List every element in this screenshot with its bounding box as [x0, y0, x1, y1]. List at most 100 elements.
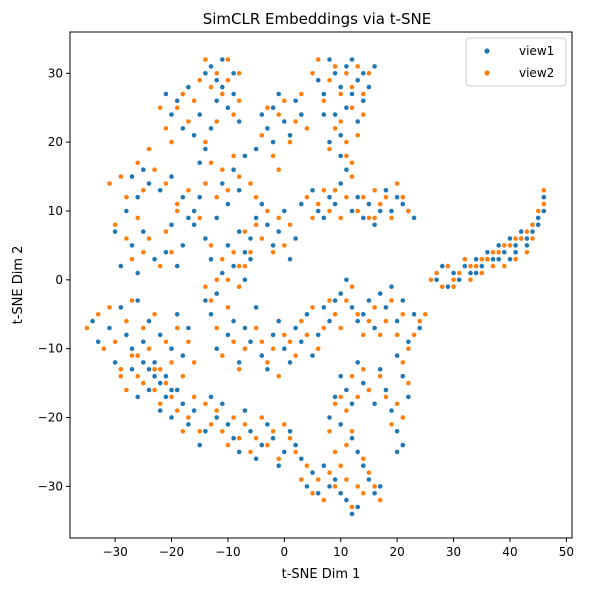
view1-point — [338, 422, 344, 427]
view2-point — [456, 270, 462, 276]
view1-point — [293, 236, 298, 241]
view2-point — [236, 174, 242, 179]
view2-point — [163, 339, 169, 345]
view1-point — [361, 215, 366, 221]
view2-point — [349, 105, 355, 110]
view1-point — [253, 215, 259, 221]
view1-point — [180, 401, 186, 407]
view2-point — [191, 98, 197, 104]
view1-point — [186, 325, 191, 331]
view1-point — [473, 270, 479, 276]
view2-point — [157, 401, 163, 407]
view1-point — [225, 332, 231, 338]
view2-point — [400, 415, 406, 420]
view2-point — [242, 263, 248, 269]
view1-point — [152, 360, 157, 365]
view1-point — [180, 126, 186, 131]
view2-point — [197, 215, 202, 221]
view1-point — [225, 243, 231, 248]
view2-point — [152, 367, 157, 372]
view2-point — [169, 139, 174, 145]
y-tick-label: 30 — [48, 66, 63, 80]
view1-point — [253, 305, 259, 310]
view2-point — [496, 250, 502, 255]
view2-point — [355, 133, 361, 138]
view2-point — [112, 339, 118, 345]
view2-point — [270, 153, 276, 159]
view1-point — [129, 346, 135, 352]
view1-point — [124, 332, 129, 338]
view1-point — [220, 401, 225, 407]
view1-point — [231, 71, 236, 76]
view2-point — [332, 126, 338, 131]
view2-point — [157, 105, 163, 110]
view1-point — [310, 353, 315, 358]
view2-point — [304, 463, 310, 469]
view1-point — [332, 394, 338, 400]
view2-point — [406, 346, 411, 352]
view1-point — [394, 429, 400, 434]
view2-point — [141, 250, 146, 255]
x-tick-label: 40 — [502, 545, 517, 559]
view1-point — [287, 360, 293, 365]
view2-point — [180, 91, 186, 97]
view1-point — [372, 325, 377, 331]
view2-point — [287, 139, 293, 145]
view1-point — [344, 167, 349, 172]
view2-point — [259, 133, 265, 138]
view1-point — [191, 133, 197, 138]
view1-point — [152, 373, 157, 379]
view1-point — [141, 167, 146, 172]
view2-point — [332, 401, 338, 407]
view1-point — [287, 429, 293, 434]
view2-point — [332, 64, 338, 69]
view2-point — [282, 332, 287, 338]
view2-point — [287, 339, 293, 345]
view2-point — [445, 263, 451, 269]
view1-point — [293, 98, 298, 104]
view1-point — [157, 188, 163, 193]
view1-point — [157, 380, 163, 386]
view1-point — [349, 401, 355, 407]
view2-point — [242, 229, 248, 234]
view1-point — [253, 456, 259, 462]
view1-point — [242, 153, 248, 159]
view2-point — [315, 346, 321, 352]
view2-point — [310, 491, 315, 496]
view1-point — [186, 84, 191, 90]
view2-point — [332, 188, 338, 193]
view1-point — [293, 442, 298, 448]
view2-point — [299, 477, 304, 482]
view2-point — [191, 394, 197, 400]
view2-point — [259, 415, 265, 420]
view2-point — [338, 215, 344, 221]
view1-point — [270, 105, 276, 110]
view1-point — [248, 339, 253, 345]
view1-point — [157, 332, 163, 338]
view1-point — [248, 236, 253, 241]
view2-point — [400, 312, 406, 317]
view1-point — [118, 305, 124, 310]
y-axis-ticks: −30 −20 −10 0 10 20 30 — [38, 66, 70, 493]
view2-point — [236, 284, 242, 290]
view1-point — [299, 201, 304, 207]
view1-point — [141, 360, 146, 365]
view1-point — [253, 146, 259, 152]
view1-point — [361, 98, 366, 104]
view2-point — [372, 305, 377, 310]
view2-point — [372, 188, 377, 193]
view2-point — [355, 394, 361, 400]
view1-point — [174, 312, 180, 317]
view2-point — [169, 394, 174, 400]
view1-point — [191, 208, 197, 214]
view1-point — [163, 250, 169, 255]
view2-point — [411, 332, 417, 338]
view2-point — [361, 491, 366, 496]
view1-point — [321, 463, 327, 469]
view2-point — [163, 181, 169, 186]
view1-point — [332, 298, 338, 303]
view1-point — [349, 91, 355, 97]
view1-point — [276, 91, 282, 97]
view2-point — [107, 305, 112, 310]
view2-point — [310, 71, 315, 76]
